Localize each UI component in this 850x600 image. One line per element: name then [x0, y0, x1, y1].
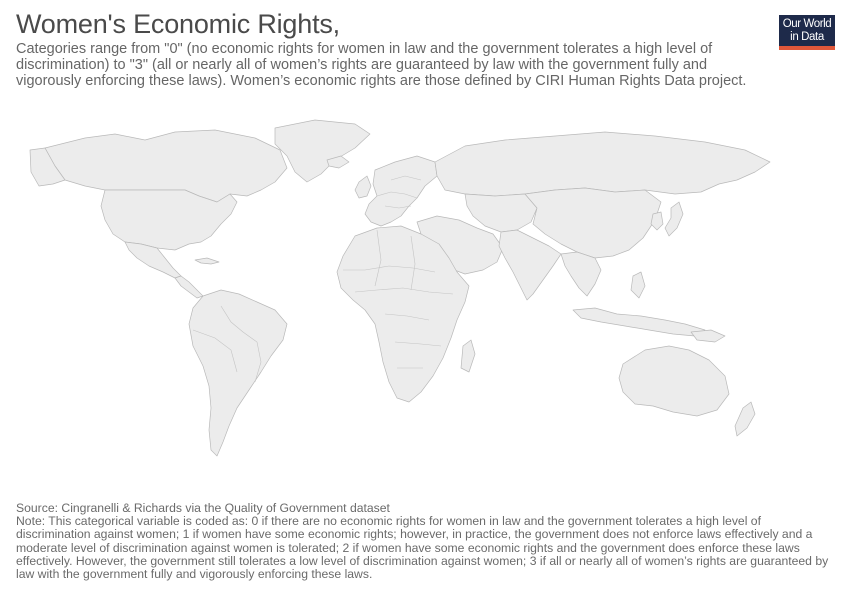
map-country-united-states[interactable] [100, 189, 238, 251]
map-country-korea[interactable] [650, 211, 664, 231]
map-country-iceland[interactable] [326, 155, 350, 169]
map-region-central-america[interactable] [174, 275, 204, 299]
map-region-alaska[interactable] [29, 147, 66, 187]
map-country-indonesia[interactable] [572, 307, 706, 337]
map-region-africa[interactable] [336, 225, 470, 403]
source-text: Source: Cingranelli & Richards via the Q… [16, 501, 390, 515]
map-region-europe[interactable] [364, 155, 438, 227]
logo-line-2: in Data [790, 30, 824, 43]
map-country-united-kingdom[interactable] [354, 175, 372, 199]
map-country-canada[interactable] [44, 129, 288, 203]
map-country-china[interactable] [524, 187, 662, 259]
logo-accent-bar [779, 46, 835, 50]
map-region-southeast-asia[interactable] [560, 251, 602, 297]
map-country-japan[interactable] [664, 201, 684, 237]
map-country-new-zealand[interactable] [734, 401, 756, 437]
note-text: Note: This categorical variable is coded… [16, 514, 829, 582]
map-country-madagascar[interactable] [460, 339, 476, 373]
map-border-brazil [192, 305, 262, 383]
map-country-cuba[interactable] [194, 257, 220, 265]
map-country-india[interactable] [498, 229, 562, 301]
map-region-central-asia[interactable] [464, 193, 538, 233]
world-map [29, 119, 771, 457]
map-country-philippines[interactable] [630, 271, 646, 299]
map-region-south-america[interactable] [188, 289, 288, 457]
owid-logo[interactable]: Our World in Data [779, 15, 835, 50]
map-country-russia[interactable] [434, 131, 771, 197]
logo-line-1: Our World [782, 18, 832, 30]
map-country-greenland[interactable] [274, 119, 371, 183]
map-country-papua-new-guinea[interactable] [690, 329, 726, 343]
chart-title: Women's Economic Rights, [16, 9, 340, 39]
chart-subtitle: Categories range from "0" (no economic r… [16, 41, 747, 89]
chart-footer: Source: Cingranelli & Richards via the Q… [16, 501, 838, 582]
map-border-africa [343, 229, 454, 369]
map-border-europe [376, 175, 422, 209]
map-country-australia[interactable] [618, 345, 730, 417]
